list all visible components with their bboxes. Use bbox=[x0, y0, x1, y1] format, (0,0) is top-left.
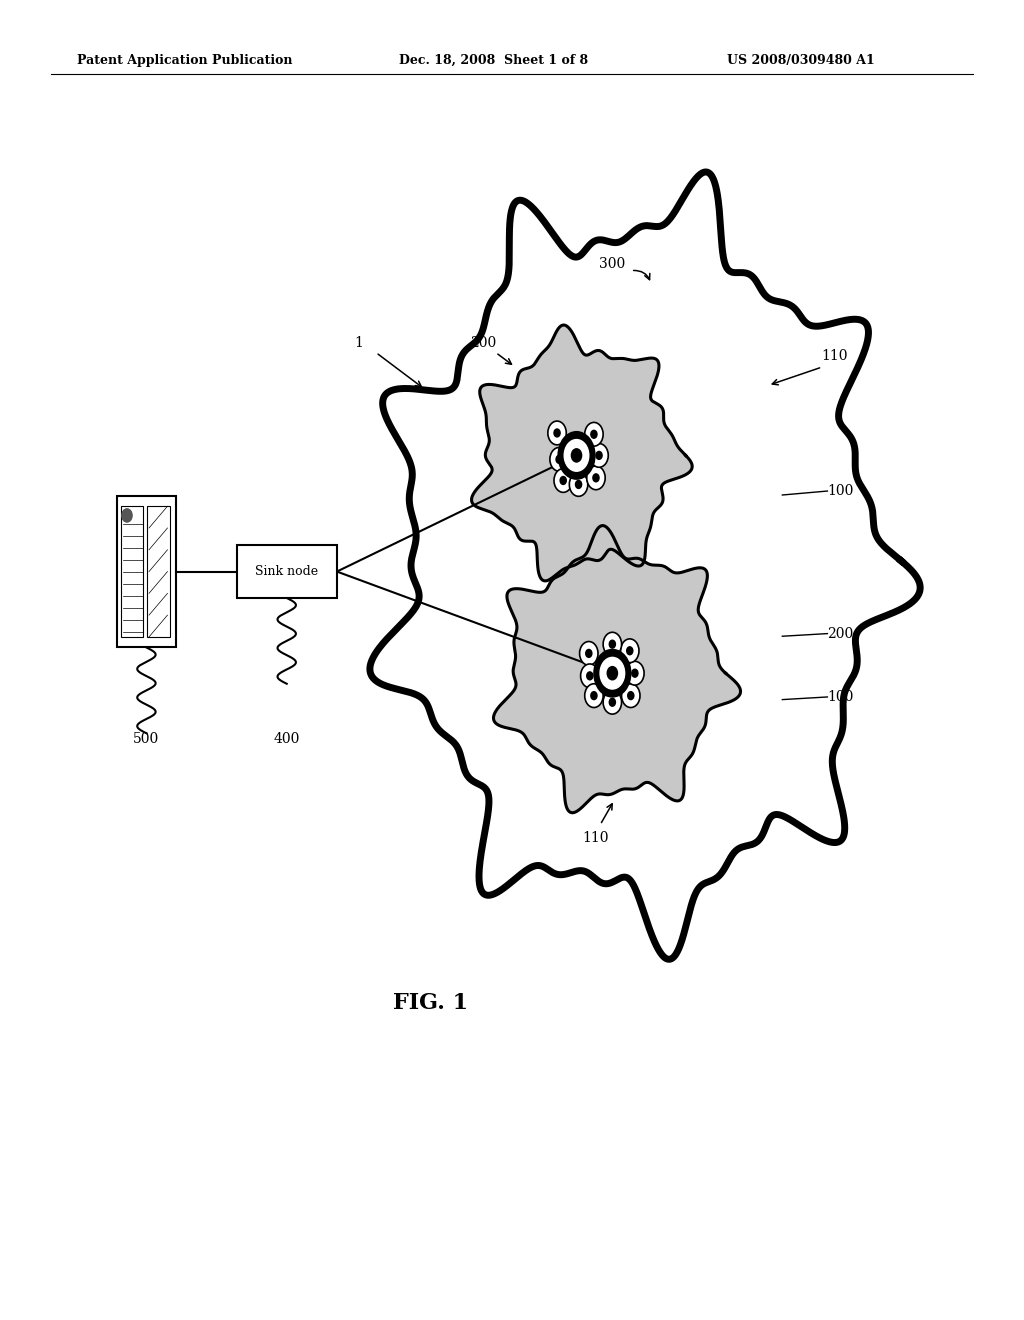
Polygon shape bbox=[494, 525, 740, 813]
Circle shape bbox=[581, 664, 599, 688]
Circle shape bbox=[626, 661, 644, 685]
Circle shape bbox=[596, 451, 602, 459]
Circle shape bbox=[609, 640, 615, 648]
Text: 200: 200 bbox=[470, 337, 497, 350]
FancyBboxPatch shape bbox=[117, 496, 176, 648]
Circle shape bbox=[122, 510, 132, 523]
Circle shape bbox=[569, 473, 588, 496]
FancyBboxPatch shape bbox=[237, 545, 337, 598]
Circle shape bbox=[554, 429, 560, 437]
Circle shape bbox=[627, 647, 633, 655]
Circle shape bbox=[585, 422, 603, 446]
Text: 100: 100 bbox=[827, 690, 854, 704]
Polygon shape bbox=[471, 325, 692, 581]
Text: Sink node: Sink node bbox=[255, 565, 318, 578]
FancyBboxPatch shape bbox=[147, 507, 170, 638]
Text: 200: 200 bbox=[827, 627, 854, 640]
Circle shape bbox=[548, 421, 566, 445]
Polygon shape bbox=[370, 172, 921, 960]
Text: 400: 400 bbox=[273, 733, 300, 746]
Circle shape bbox=[632, 669, 638, 677]
Circle shape bbox=[594, 649, 631, 697]
Circle shape bbox=[593, 474, 599, 482]
Circle shape bbox=[558, 432, 595, 479]
Text: 110: 110 bbox=[583, 832, 609, 845]
Circle shape bbox=[603, 632, 622, 656]
Circle shape bbox=[621, 639, 639, 663]
Text: FIG. 1: FIG. 1 bbox=[392, 993, 468, 1014]
Text: 110: 110 bbox=[821, 350, 848, 363]
Circle shape bbox=[587, 466, 605, 490]
Circle shape bbox=[600, 657, 625, 689]
Text: Patent Application Publication: Patent Application Publication bbox=[77, 54, 292, 67]
Circle shape bbox=[550, 447, 568, 471]
Circle shape bbox=[609, 698, 615, 706]
Text: 1: 1 bbox=[354, 337, 362, 350]
Text: 100: 100 bbox=[827, 484, 854, 498]
Circle shape bbox=[554, 469, 572, 492]
Text: 500: 500 bbox=[133, 733, 160, 746]
Text: US 2008/0309480 A1: US 2008/0309480 A1 bbox=[727, 54, 874, 67]
Circle shape bbox=[580, 642, 598, 665]
Circle shape bbox=[590, 444, 608, 467]
Circle shape bbox=[575, 480, 582, 488]
Circle shape bbox=[564, 440, 589, 471]
Circle shape bbox=[586, 649, 592, 657]
Circle shape bbox=[571, 449, 582, 462]
Circle shape bbox=[607, 667, 617, 680]
Circle shape bbox=[628, 692, 634, 700]
Circle shape bbox=[603, 690, 622, 714]
Text: Dec. 18, 2008  Sheet 1 of 8: Dec. 18, 2008 Sheet 1 of 8 bbox=[399, 54, 589, 67]
Circle shape bbox=[591, 430, 597, 438]
Circle shape bbox=[560, 477, 566, 484]
Circle shape bbox=[556, 455, 562, 463]
FancyBboxPatch shape bbox=[121, 507, 143, 638]
Circle shape bbox=[587, 672, 593, 680]
Circle shape bbox=[591, 692, 597, 700]
Circle shape bbox=[585, 684, 603, 708]
Text: 300: 300 bbox=[599, 257, 626, 271]
Circle shape bbox=[622, 684, 640, 708]
